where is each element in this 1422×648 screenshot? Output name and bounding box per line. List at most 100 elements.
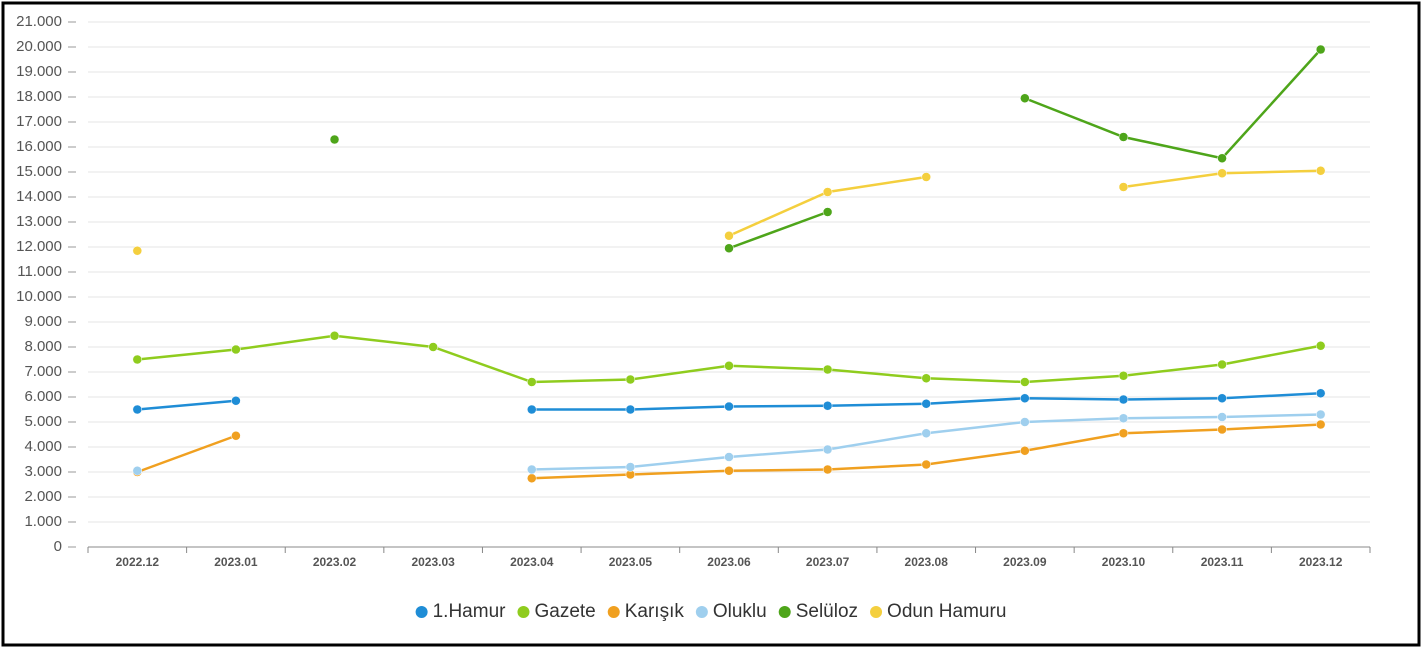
legend-marker (695, 606, 708, 618)
data-point (921, 459, 931, 470)
y-tick-label: 6.000 (24, 388, 62, 405)
y-tick-label: 9.000 (24, 313, 62, 330)
data-point (1217, 359, 1227, 370)
y-tick-label: 7.000 (24, 363, 62, 380)
data-point (231, 344, 241, 355)
data-point (1020, 377, 1030, 387)
data-point (1217, 424, 1227, 435)
x-tick-label: 2023.06 (707, 555, 751, 569)
data-point (921, 373, 931, 383)
data-point (1217, 168, 1227, 178)
data-point (1315, 409, 1326, 420)
x-tick-label: 2023.02 (313, 555, 357, 569)
data-point (132, 246, 143, 256)
y-tick-label: 1.000 (24, 513, 62, 530)
data-point (724, 452, 734, 462)
y-tick-label: 10.000 (16, 288, 62, 305)
y-tick-label: 5.000 (24, 413, 62, 430)
data-point (1315, 44, 1326, 55)
y-tick-label: 3.000 (24, 463, 62, 480)
data-point (132, 354, 143, 365)
legend-marker (870, 606, 883, 618)
y-tick-label: 13.000 (16, 213, 62, 230)
x-tick-label: 2023.12 (1299, 555, 1343, 569)
data-point (329, 331, 340, 341)
legend-label: Odun Hamuru (887, 601, 1006, 622)
y-tick-label: 8.000 (24, 338, 62, 355)
data-point (132, 466, 143, 476)
data-point (1118, 428, 1129, 438)
y-tick-label: 4.000 (24, 438, 62, 455)
data-point (625, 462, 636, 472)
data-point (527, 464, 537, 475)
legend-marker (778, 606, 791, 618)
x-tick-label: 2023.08 (905, 555, 949, 569)
data-point (822, 464, 833, 475)
data-point (1217, 393, 1227, 403)
data-point (1020, 93, 1030, 103)
y-tick-label: 15.000 (16, 163, 62, 180)
data-point (1315, 341, 1326, 351)
y-tick-label: 19.000 (16, 63, 62, 80)
legend-label: Selüloz (796, 601, 858, 622)
data-point (1315, 419, 1326, 430)
x-tick-label: 2023.07 (806, 555, 850, 569)
y-tick-label: 12.000 (16, 238, 62, 255)
x-tick-label: 2023.01 (214, 555, 258, 569)
y-tick-label: 18.000 (16, 88, 62, 105)
data-point (822, 187, 833, 197)
data-point (822, 444, 833, 455)
data-point (1118, 132, 1129, 142)
data-point (1217, 412, 1227, 422)
data-point (822, 401, 833, 411)
data-point (1118, 371, 1129, 381)
data-point (1217, 153, 1227, 163)
data-point (625, 374, 636, 385)
series-line (728, 48, 1322, 250)
data-point (527, 377, 537, 387)
data-point (1315, 388, 1326, 398)
x-tick-label: 2023.10 (1102, 555, 1146, 569)
legend-label: Karışık (625, 601, 685, 622)
data-point (822, 364, 833, 375)
x-tick-label: 2023.03 (411, 555, 455, 569)
y-tick-label: 14.000 (16, 188, 62, 205)
data-point (724, 361, 734, 371)
y-tick-label: 0 (54, 538, 62, 555)
legend-marker (607, 606, 620, 618)
data-point (724, 231, 734, 241)
data-point (527, 473, 537, 483)
data-point (1020, 446, 1030, 456)
data-point (921, 428, 931, 438)
x-tick-label: 2023.04 (510, 555, 554, 569)
x-tick-label: 2022.12 (116, 555, 160, 569)
y-tick-label: 2.000 (24, 488, 62, 505)
data-point (1315, 166, 1326, 176)
legend-marker (517, 606, 530, 618)
legend-label: Gazete (534, 601, 595, 622)
data-point (921, 172, 931, 182)
x-tick-label: 2023.05 (609, 555, 653, 569)
data-point (231, 431, 241, 441)
y-tick-label: 11.000 (17, 263, 62, 280)
data-point (1118, 394, 1129, 405)
data-point (231, 396, 241, 406)
y-tick-label: 17.000 (16, 113, 62, 130)
data-point (1020, 393, 1030, 403)
x-tick-label: 2023.11 (1201, 555, 1244, 569)
data-point (1118, 182, 1129, 192)
legend-label: Oluklu (713, 601, 767, 622)
y-tick-label: 20.000 (16, 38, 62, 55)
x-tick-label: 2023.09 (1003, 555, 1047, 569)
data-point (329, 134, 340, 145)
legend-label: 1.Hamur (433, 601, 507, 622)
legend: 1.Hamur Gazete Karışık Oluklu Selüloz Odun Ha… (415, 601, 1006, 622)
data-point (724, 401, 734, 412)
data-point (527, 404, 537, 415)
data-point (1020, 417, 1030, 427)
y-tick-label: 16.000 (16, 138, 62, 155)
data-point (428, 342, 438, 352)
